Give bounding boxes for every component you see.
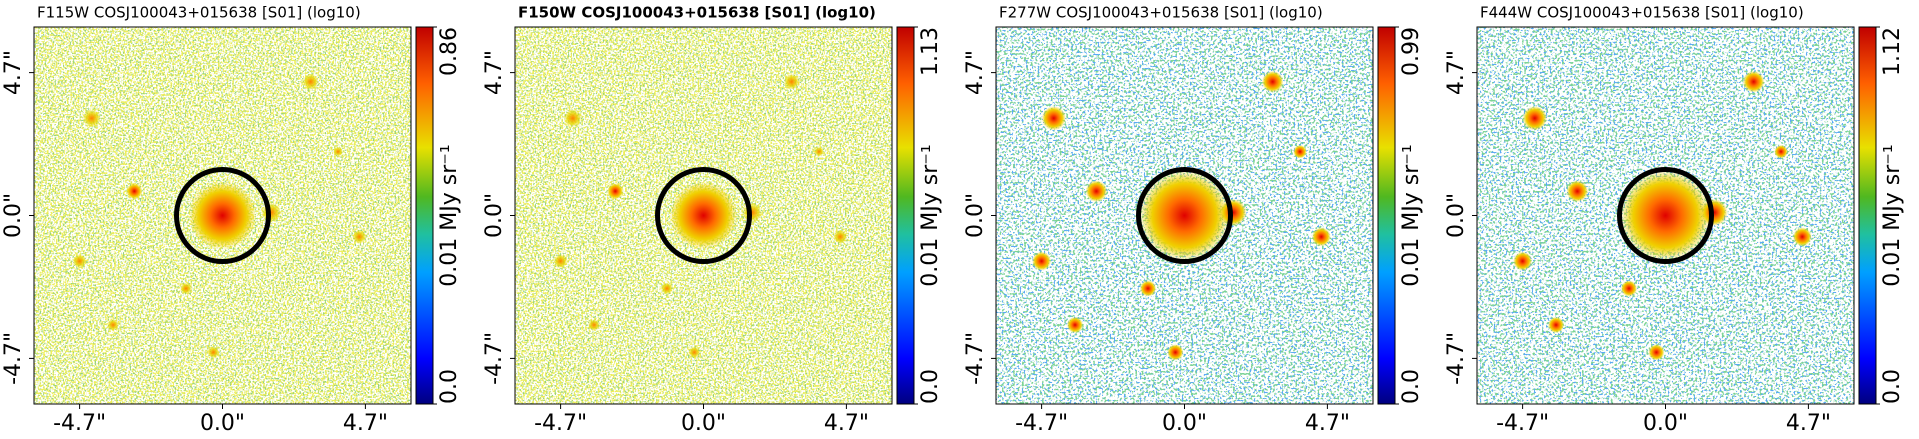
source [1547, 316, 1565, 334]
x-tick-label: -4.7" [1496, 411, 1549, 436]
source [82, 109, 101, 128]
panel: F150W COSJ100043+015638 [S01] (log10) -4.… [482, 4, 943, 437]
y-tick-label: 4.7" [1444, 50, 1469, 95]
source [688, 346, 701, 359]
source [1167, 344, 1184, 361]
aperture [174, 167, 271, 264]
source [669, 181, 738, 250]
y-tick-label: 4.7" [482, 50, 507, 95]
source [1138, 169, 1231, 262]
x-tick-label: 0.0" [200, 411, 245, 436]
source [1742, 70, 1765, 93]
y-tick-label: -4.7" [482, 332, 507, 385]
colorbar-label: 0.01 MJy sr⁻¹ [1880, 144, 1905, 286]
x-tick-label: 4.7" [1305, 411, 1350, 436]
source [1066, 316, 1084, 334]
source [1293, 144, 1307, 159]
colorbar-tick-label: 1.13 [918, 27, 943, 76]
source [563, 109, 582, 128]
source [1792, 227, 1812, 247]
source [661, 282, 674, 295]
source [833, 229, 848, 244]
source [742, 202, 763, 223]
source [553, 254, 568, 269]
x-tick-label: 4.7" [824, 411, 869, 436]
y-tick-label: 0.0" [1444, 193, 1469, 238]
colorbar [1377, 26, 1396, 405]
y-tick-label: 0.0" [963, 193, 988, 238]
aperture [1136, 167, 1233, 264]
colorbar [896, 26, 915, 405]
colorbar-tick-label: 0.0 [918, 369, 943, 404]
source [1700, 198, 1728, 226]
source [302, 73, 319, 90]
colorbar-tick-label: 0.0 [437, 369, 462, 404]
source [1041, 106, 1066, 131]
x-tick-label: 0.0" [1643, 411, 1688, 436]
source [207, 346, 220, 359]
y-tick-label: 0.0" [482, 193, 507, 238]
source [1522, 106, 1547, 131]
panel-title: F150W COSJ100043+015638 [S01] (log10) [518, 4, 876, 22]
source [261, 202, 282, 223]
source [607, 183, 624, 200]
source [1620, 280, 1638, 297]
x-tick-label: -4.7" [53, 411, 106, 436]
source [1774, 144, 1788, 159]
panel-title: F277W COSJ100043+015638 [S01] (log10) [999, 4, 1323, 22]
source [107, 318, 120, 331]
x-tick-label: -4.7" [534, 411, 587, 436]
colorbar-label: 0.01 MJy sr⁻¹ [437, 144, 462, 286]
source [1139, 280, 1157, 297]
y-tick-label: 0.0" [1, 193, 26, 238]
source [783, 73, 800, 90]
panel: F277W COSJ100043+015638 [S01] (log10) -4.… [963, 4, 1424, 437]
colorbar [1858, 26, 1877, 405]
panel: F115W COSJ100043+015638 [S01] (log10) -4.… [1, 4, 462, 437]
panel-title: F444W COSJ100043+015638 [S01] (log10) [1480, 4, 1804, 22]
colorbar-label: 0.01 MJy sr⁻¹ [918, 144, 943, 286]
source [1648, 344, 1665, 361]
colorbar-tick-label: 1.12 [1880, 27, 1905, 76]
source [1085, 180, 1108, 202]
panel-title: F115W COSJ100043+015638 [S01] (log10) [37, 4, 361, 22]
source [1032, 251, 1052, 271]
colorbar [415, 26, 434, 405]
source [1311, 227, 1331, 247]
source [72, 254, 87, 269]
source [588, 318, 601, 331]
colorbar-tick-label: 0.0 [1880, 369, 1905, 404]
source [352, 229, 367, 244]
source [180, 282, 193, 295]
colorbar-tick-label: 0.86 [437, 27, 462, 76]
source [1566, 180, 1589, 202]
source [1619, 169, 1712, 262]
source [126, 183, 143, 200]
source [1261, 70, 1284, 93]
source [814, 146, 825, 157]
colorbar-tick-label: 0.99 [1399, 27, 1424, 76]
colorbar-tick-label: 0.0 [1399, 369, 1424, 404]
x-tick-label: 0.0" [1162, 411, 1207, 436]
x-tick-label: 4.7" [1786, 411, 1831, 436]
y-tick-label: -4.7" [1, 332, 26, 385]
aperture [1617, 167, 1714, 264]
y-tick-label: -4.7" [1444, 332, 1469, 385]
source [1219, 198, 1247, 226]
x-tick-label: 4.7" [343, 411, 388, 436]
x-tick-label: 0.0" [681, 411, 726, 436]
source [188, 181, 257, 250]
aperture [655, 167, 752, 264]
source [333, 146, 344, 157]
y-tick-label: 4.7" [1, 50, 26, 95]
colorbar-label: 0.01 MJy sr⁻¹ [1399, 144, 1424, 286]
y-tick-label: -4.7" [963, 332, 988, 385]
source [1513, 251, 1533, 271]
x-tick-label: -4.7" [1015, 411, 1068, 436]
y-tick-label: 4.7" [963, 50, 988, 95]
panel: F444W COSJ100043+015638 [S01] (log10) -4.… [1444, 4, 1905, 437]
